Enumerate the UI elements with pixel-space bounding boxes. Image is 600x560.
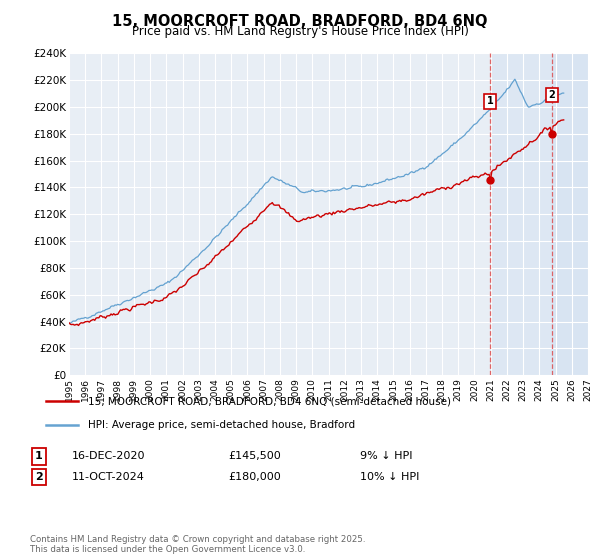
Text: 15, MOORCROFT ROAD, BRADFORD, BD4 6NQ (semi-detached house): 15, MOORCROFT ROAD, BRADFORD, BD4 6NQ (s… [88,396,451,407]
Text: 2: 2 [548,90,556,100]
Text: £145,500: £145,500 [228,451,281,461]
Text: 9% ↓ HPI: 9% ↓ HPI [360,451,413,461]
Bar [490,53,552,375]
Text: 2: 2 [35,472,43,482]
Text: £180,000: £180,000 [228,472,281,482]
Text: HPI: Average price, semi-detached house, Bradford: HPI: Average price, semi-detached house,… [88,419,355,430]
Text: 1: 1 [487,96,493,106]
Text: 10% ↓ HPI: 10% ↓ HPI [360,472,419,482]
Text: 11-OCT-2024: 11-OCT-2024 [72,472,145,482]
Text: 1: 1 [35,451,43,461]
Text: 15, MOORCROFT ROAD, BRADFORD, BD4 6NQ: 15, MOORCROFT ROAD, BRADFORD, BD4 6NQ [112,14,488,29]
Text: Price paid vs. HM Land Registry's House Price Index (HPI): Price paid vs. HM Land Registry's House … [131,25,469,38]
Text: Contains HM Land Registry data © Crown copyright and database right 2025.
This d: Contains HM Land Registry data © Crown c… [30,535,365,554]
Bar [552,53,588,375]
Text: 16-DEC-2020: 16-DEC-2020 [72,451,146,461]
